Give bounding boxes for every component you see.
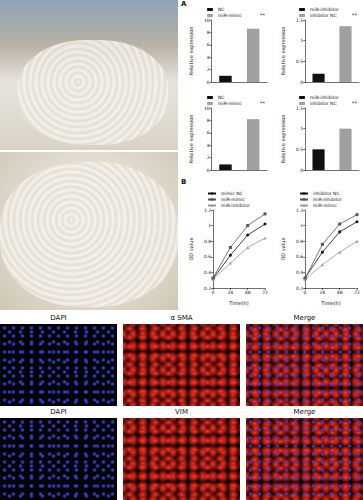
svg-text:48: 48 (245, 290, 251, 295)
svg-text:miR-mimic: miR-mimic (218, 101, 242, 106)
svg-text:1: 1 (300, 223, 303, 228)
svg-text:0.5: 0.5 (296, 59, 303, 64)
svg-text:6: 6 (207, 42, 210, 47)
svg-text:10: 10 (204, 18, 210, 23)
svg-text:miR-mimic: miR-mimic (218, 13, 242, 18)
svg-text:miR-inhibitor: miR-inhibitor (310, 7, 339, 12)
html-text:α SMA: α SMA (170, 314, 193, 322)
svg-text:10: 10 (204, 106, 210, 111)
svg-text:2: 2 (207, 155, 210, 160)
svg-text:miR-inhibitor: miR-inhibitor (221, 203, 250, 208)
svg-text:**: ** (260, 12, 266, 18)
svg-text:0.8: 0.8 (296, 239, 303, 244)
svg-text:**: ** (352, 12, 358, 18)
svg-text:1: 1 (300, 38, 303, 43)
html-text:Merge: Merge (293, 408, 316, 416)
svg-text:miR-inhibitor: miR-inhibitor (313, 197, 342, 202)
svg-text:0.8: 0.8 (204, 239, 211, 244)
svg-text:Time(h): Time(h) (228, 300, 248, 306)
svg-text:0: 0 (300, 168, 303, 173)
svg-text:1.2: 1.2 (204, 208, 211, 213)
svg-text:Time(h): Time(h) (320, 300, 340, 306)
svg-text:1.5: 1.5 (296, 106, 303, 111)
svg-text:0.2: 0.2 (296, 286, 303, 291)
svg-text:0.2: 0.2 (204, 286, 211, 291)
svg-text:8: 8 (207, 30, 210, 35)
svg-text:Relative expression: Relative expression (280, 27, 287, 76)
svg-text:OD value: OD value (280, 238, 286, 261)
svg-text:0: 0 (304, 290, 307, 295)
html-text:DAPI: DAPI (50, 408, 67, 416)
svg-text:mimic NC: mimic NC (221, 191, 243, 196)
svg-text:24: 24 (320, 290, 326, 295)
svg-text:0: 0 (207, 80, 210, 85)
svg-text:miR-mimic: miR-mimic (221, 197, 245, 202)
svg-text:48: 48 (337, 290, 343, 295)
svg-text:6: 6 (207, 130, 210, 135)
html-text:DAPI: DAPI (50, 314, 67, 322)
svg-text:miR-inhibitor: miR-inhibitor (310, 95, 339, 100)
html-text:A: A (181, 0, 187, 8)
svg-text:2: 2 (207, 67, 210, 72)
svg-text:inhibitor NC: inhibitor NC (310, 13, 337, 18)
svg-text:Relative expression: Relative expression (280, 115, 287, 164)
html-text:VIM: VIM (175, 408, 188, 416)
svg-text:**: ** (352, 100, 358, 106)
svg-text:**: ** (260, 100, 266, 106)
svg-text:inhibitor NC: inhibitor NC (310, 101, 337, 106)
svg-text:0.4: 0.4 (204, 270, 211, 275)
svg-text:1: 1 (208, 223, 211, 228)
svg-text:miR-mimic: miR-mimic (313, 203, 337, 208)
html-text:B: B (181, 178, 187, 186)
svg-text:NC: NC (218, 95, 225, 100)
svg-text:Relative expression: Relative expression (188, 27, 195, 76)
svg-text:0: 0 (207, 168, 210, 173)
svg-text:0.4: 0.4 (296, 270, 303, 275)
svg-text:1.5: 1.5 (296, 18, 303, 23)
svg-text:NC: NC (218, 7, 225, 12)
svg-text:4: 4 (207, 143, 210, 148)
svg-text:0: 0 (300, 80, 303, 85)
svg-text:0.6: 0.6 (296, 254, 303, 259)
svg-text:OD value: OD value (188, 238, 194, 261)
svg-text:72: 72 (262, 290, 268, 295)
svg-text:4: 4 (207, 55, 210, 60)
svg-text:24: 24 (228, 290, 234, 295)
html-text:Merge: Merge (293, 314, 316, 322)
svg-text:inhibitor NC: inhibitor NC (313, 191, 340, 196)
svg-text:72: 72 (354, 290, 360, 295)
svg-text:0: 0 (212, 290, 215, 295)
svg-text:0.6: 0.6 (204, 254, 211, 259)
svg-text:0.5: 0.5 (296, 147, 303, 152)
svg-text:8: 8 (207, 118, 210, 123)
svg-text:Relative expression: Relative expression (188, 115, 195, 164)
svg-text:1: 1 (300, 126, 303, 131)
svg-text:1.2: 1.2 (296, 208, 303, 213)
